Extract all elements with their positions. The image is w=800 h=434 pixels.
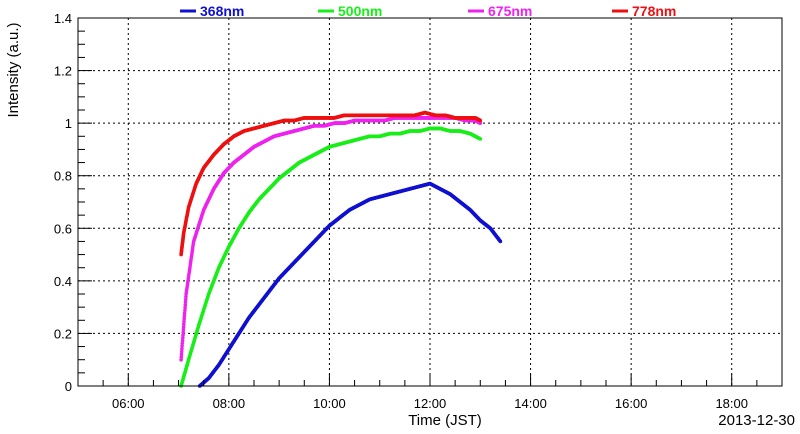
y-tick-label: 0.6 [54,221,72,236]
x-tick-label: 08:00 [213,396,246,411]
y-tick-label: 1.2 [54,64,72,79]
date-label: 2013-12-30 [718,412,795,429]
data-point [179,352,184,357]
data-point [179,355,184,359]
data-point [184,294,188,299]
legend-label: 675nm [488,3,532,19]
x-tick-label: 12:00 [414,396,447,411]
x-tick-label: 18:00 [715,396,748,411]
series-layer [179,110,503,388]
x-tick-label: 14:00 [514,396,547,411]
y-tick-label: 0.4 [54,274,72,289]
data-point [181,333,185,337]
data-point [183,300,188,305]
series-778nm [179,110,483,257]
data-point [478,118,483,123]
y-tick-label: 1 [65,116,72,131]
data-point [182,319,186,324]
y-tick-label: 0.2 [54,326,72,341]
grid [78,18,782,386]
data-point [182,311,187,316]
y-axis-title: Intensity (a.u.) [5,22,22,117]
x-tick-label: 10:00 [313,396,346,411]
data-point [478,121,483,125]
x-tick-label: 16:00 [615,396,648,411]
data-point [179,357,183,362]
data-point [183,308,187,313]
x-axis-title: Time (JST) [408,412,482,429]
legend-label: 368nm [200,3,244,19]
data-point [179,349,184,354]
data-point [180,338,185,343]
data-point [183,303,188,307]
y-tick-label: 1.4 [54,11,72,26]
data-point [183,297,188,302]
data-point [180,341,185,346]
x-tick-label: 06:00 [112,396,145,411]
legend-label: 500nm [338,3,382,19]
data-point [181,330,185,335]
data-point [181,325,186,329]
data-point [182,322,186,326]
legend: 368nm 500nm 675nm 778nm [180,3,676,19]
data-point [183,305,187,310]
ticks: 06:00 08:00 10:00 12:00 14:00 16:00 18:00 0 0.2 0… [54,11,783,411]
data-point [182,314,187,318]
data-point [498,239,503,244]
data-point [182,316,186,321]
data-point [478,137,483,141]
data-point [181,327,186,332]
data-point [181,336,185,340]
y-tick-label: 0 [65,379,72,394]
data-point [180,347,184,351]
y-tick-label: 0.8 [54,169,72,184]
series-500nm [179,126,483,388]
data-point [180,344,184,348]
legend-label: 778nm [632,3,676,19]
